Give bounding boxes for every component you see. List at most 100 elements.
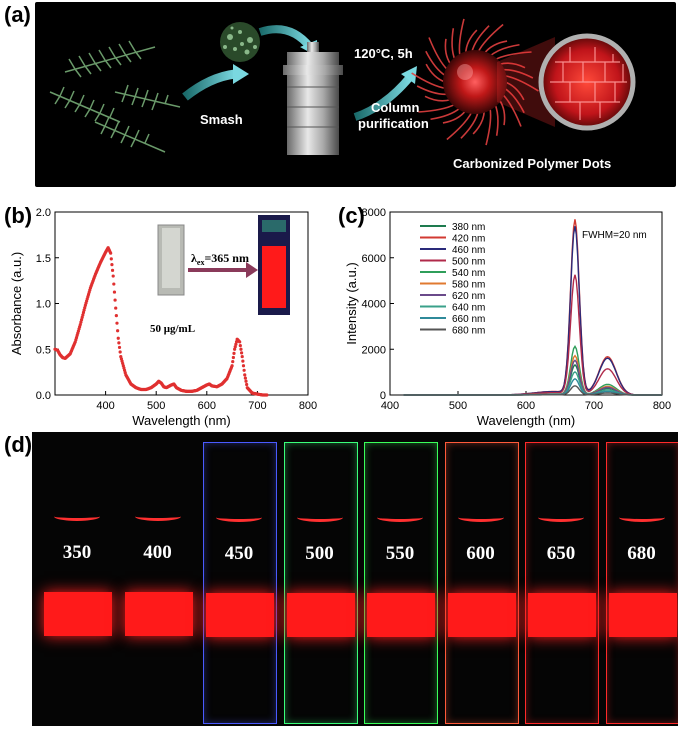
excitation-wavelength-label: 680 (627, 543, 656, 564)
condition-label: 120°C, 5h (354, 46, 413, 61)
y-axis-label: Intensity (a.u.) (344, 262, 359, 344)
smash-arrow (182, 69, 236, 101)
x-tick-label: 600 (517, 400, 535, 412)
tentacle (458, 18, 465, 57)
legend-label: 540 nm (452, 268, 485, 279)
absorbance-point (239, 347, 243, 351)
absorbance-chart: 400 500 600 700 800 0.0 0.5 1.0 1.5 2.0 Wavelength… (9, 207, 317, 428)
meniscus (377, 513, 423, 522)
purification-label-2: purification (358, 116, 429, 131)
absorbance-point (109, 257, 113, 261)
absorbance-point (112, 282, 116, 286)
y-tick-label: 6000 (362, 253, 386, 265)
absorbance-point (243, 373, 247, 377)
panel-label-c: (c) (338, 203, 365, 228)
emission-series-line (403, 226, 662, 396)
cuvette: 450 (203, 442, 277, 724)
legend-label: 580 nm (452, 280, 485, 291)
legend-label: 620 nm (452, 291, 485, 302)
cuvette: 500 (283, 442, 358, 724)
absorbance-point (231, 355, 235, 360)
legend-label: 500 nm (452, 257, 485, 268)
purification-label-1: Column (371, 100, 419, 115)
emission-series-line (403, 274, 662, 396)
x-axis-label: Wavelength (nm) (477, 413, 576, 428)
meniscus (618, 513, 665, 522)
cuvette: 650 (525, 442, 599, 724)
legend-label: 420 nm (452, 234, 485, 245)
absorbance-point (110, 268, 115, 272)
excitation-wavelength-label: 650 (546, 543, 576, 564)
emission-series-line (403, 385, 662, 396)
tentacle (428, 37, 449, 71)
cuvette: 350 (42, 442, 114, 722)
y-tick-label: 1.5 (36, 253, 51, 265)
excitation-wavelength-label: 400 (143, 542, 172, 563)
x-axis-label: Wavelength (nm) (132, 413, 231, 428)
inset-photos: 50 μg/mL λex=365 nm (150, 215, 290, 335)
meniscus (134, 512, 181, 521)
x-tick-label: 700 (585, 400, 603, 412)
excitation-wavelength-label: 450 (224, 543, 254, 564)
tentacle (464, 29, 478, 54)
absorbance-point (83, 306, 87, 310)
pine-needle-leaves (49, 40, 181, 153)
product-label: Carbonized Polymer Dots (453, 156, 611, 171)
emission-band (286, 593, 355, 637)
absorbance-point (116, 336, 120, 340)
legend-label: 460 nm (452, 245, 485, 256)
tentacle (501, 93, 522, 127)
reactor-arrow (258, 25, 314, 50)
emission-band (206, 593, 274, 637)
cuvette: 550 (364, 442, 438, 724)
meniscus (54, 512, 100, 521)
synthesis-schematic: Smash 120°C, 5h Column purification Carb… (35, 2, 676, 187)
absorbance-point (110, 263, 114, 267)
x-tick-label: 800 (653, 400, 671, 412)
absorbance-point (241, 359, 245, 363)
y-axis-label: Absorbance (a.u.) (9, 252, 24, 355)
absorbance-point (117, 341, 121, 345)
absorbance-point (115, 321, 119, 325)
absorbance-point (245, 382, 249, 387)
y-tick-label: 2.0 (36, 207, 51, 219)
absorbance-point (80, 315, 84, 319)
absorbance-point (241, 364, 246, 368)
excitation-wavelength-label: 550 (385, 543, 415, 564)
x-tick-label: 400 (96, 400, 114, 412)
zoom-lens-illustration (497, 33, 636, 131)
emission-chart: 400 500 600 700 80002000400060008000Waveleng… (344, 207, 671, 428)
x-tick-label: 400 (381, 400, 399, 412)
emission-band (44, 592, 112, 636)
x-tick-label: 600 (198, 400, 216, 412)
emission-band (608, 593, 677, 637)
panel-label-a: (a) (4, 2, 31, 27)
y-tick-label: 0.0 (36, 390, 51, 402)
carbonized-dot-illustration (411, 18, 539, 146)
absorbance-point (118, 350, 122, 354)
absorbance-point (109, 251, 113, 255)
x-tick-label: 500 (147, 400, 165, 412)
tentacle (411, 72, 446, 90)
absorbance-point (232, 351, 236, 355)
meniscus (457, 513, 504, 522)
y-tick-label: 0.5 (36, 344, 51, 356)
absorbance-point (81, 313, 85, 317)
absorbance-point (111, 274, 115, 278)
absorbance-point (240, 354, 244, 359)
schematic-illustration: Smash 120°C, 5h Column purification Carb… (49, 18, 636, 171)
absorbance-point (114, 314, 118, 318)
tentacle (504, 74, 539, 92)
panel-label-d: (d) (4, 432, 33, 457)
absorbance-point (242, 368, 246, 372)
x-tick-label: 800 (299, 400, 317, 412)
emission-band (528, 593, 596, 637)
absorbance-point (233, 345, 237, 349)
legend-label: 640 nm (452, 303, 485, 314)
tentacle (485, 107, 492, 146)
tentacle (451, 28, 456, 61)
meniscus (538, 513, 584, 522)
absorbance-point (231, 360, 235, 364)
excitation-wavelength-label: 500 (305, 543, 334, 564)
absorbance-point (238, 340, 242, 344)
